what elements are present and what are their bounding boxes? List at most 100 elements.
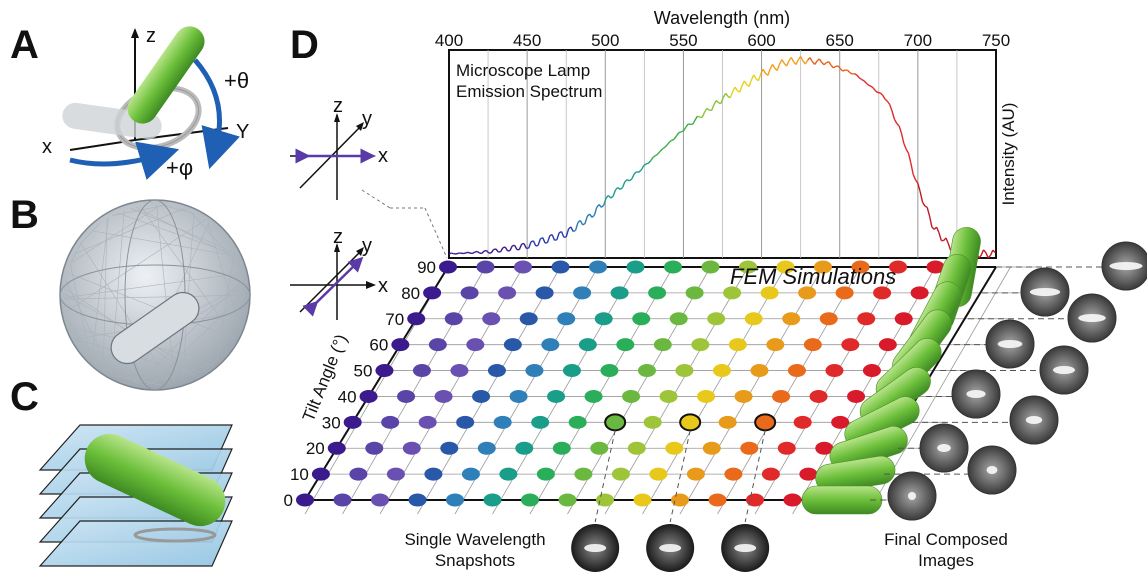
spectrum-line-segment	[757, 73, 762, 81]
spectrum-line-segment	[460, 252, 464, 255]
grid-dot	[675, 364, 694, 378]
spectrum-line-segment	[474, 250, 478, 253]
spectrum-line-segment	[935, 226, 940, 233]
spectrum-line-segment	[565, 228, 570, 238]
grid-dot	[873, 286, 892, 300]
spectrum-line-segment	[593, 207, 598, 216]
spectrum-line-segment	[732, 86, 736, 92]
small-axes-top	[290, 113, 376, 200]
spectrum-line-segment	[776, 63, 781, 71]
grid-dot	[622, 389, 641, 403]
spectrum-line-segment	[837, 65, 842, 70]
spectrum-line-segment	[886, 100, 891, 105]
grid-dot	[814, 260, 832, 274]
spectrum-line-segment	[748, 79, 753, 87]
spectrum-line-segment	[659, 148, 663, 152]
spectrum-line-segment	[928, 216, 933, 228]
grid-dot	[461, 467, 480, 481]
spectrum-line-segment	[647, 160, 652, 164]
spectrum-line-segment	[919, 191, 924, 203]
spectrum-line-segment	[884, 98, 888, 102]
grid-dot	[803, 338, 822, 352]
grid-dot	[391, 338, 410, 352]
spectrum-line-segment	[795, 59, 799, 65]
spectrum-line-segment	[785, 60, 790, 67]
grid-dot	[659, 389, 678, 403]
spectrum-line-segment	[574, 222, 579, 231]
grid-dot	[483, 493, 502, 507]
spectrum-line-segment	[668, 139, 673, 143]
spectrum-line-segment	[989, 249, 994, 256]
panel-c-planes	[38, 424, 233, 567]
grid-dot	[894, 312, 913, 326]
small-axes-top-z: z	[333, 95, 343, 117]
spectrum-line-segment	[769, 64, 774, 70]
tilt-tick-label: 40	[338, 387, 357, 406]
panel-label-d: D	[290, 23, 319, 67]
spectrum-line-segment	[701, 112, 706, 118]
spectrum-line-segment	[472, 251, 476, 255]
grid-dot	[590, 441, 609, 455]
grid-dot	[889, 260, 907, 274]
spectrum-line-segment	[830, 64, 834, 69]
grid-dot	[444, 312, 463, 326]
grid-dot	[746, 493, 764, 507]
spectrum-line-segment	[680, 130, 684, 133]
spectrum-line-segment	[905, 148, 910, 154]
spectrum-line-segment	[992, 249, 996, 254]
tilt-tick-label: 60	[369, 336, 388, 355]
grid-dot	[487, 364, 506, 378]
grid-dot	[798, 286, 817, 300]
grid-dot	[761, 467, 780, 481]
grid-dot	[296, 493, 314, 507]
grid-dot	[574, 467, 593, 481]
spectrum-line-segment	[982, 249, 987, 253]
spectrum-line-segment	[741, 80, 746, 86]
spectrum-xtick-label: 450	[513, 31, 541, 50]
spectrum-line-segment	[556, 232, 560, 241]
grid-dot	[712, 364, 731, 378]
spectrum-line-segment	[499, 247, 504, 253]
spectrum-line-segment	[582, 223, 586, 226]
grid-dot	[910, 286, 929, 300]
snapshots-caption-line1: Single Wavelength	[404, 530, 545, 549]
spectrum-line-segment	[879, 92, 884, 96]
grid-dot	[626, 260, 645, 274]
spectrum-line-segment	[530, 240, 534, 243]
grid-dot	[685, 286, 704, 300]
grid-dot	[365, 441, 384, 455]
grid-dot	[477, 441, 496, 455]
grid-dot	[669, 312, 688, 326]
snapshot-image-core	[734, 544, 757, 552]
tilt-tick-label: 20	[306, 439, 325, 458]
spectrum-line-segment	[678, 131, 682, 134]
spectrum-line-segment	[856, 74, 860, 79]
spectrum-line-segment	[631, 173, 635, 180]
grid-dot	[754, 413, 777, 432]
spectrum-line-segment	[537, 238, 542, 246]
spectrum-line-segment	[725, 92, 729, 97]
spectrum-line-segment	[523, 243, 527, 249]
spectrum-line-segment	[926, 207, 931, 217]
spectrum-line-segment	[924, 205, 928, 209]
spectrum-line-segment	[767, 68, 771, 76]
grid-dot	[776, 260, 795, 274]
grid-dot	[423, 286, 442, 300]
composed-image-core	[1053, 366, 1075, 374]
spectrum-line-segment	[591, 214, 595, 218]
small-axes-bottom	[290, 243, 376, 320]
grid-dot	[777, 441, 796, 455]
spectrum-line-segment	[694, 115, 699, 121]
grid-dot	[664, 260, 682, 274]
grid-dot	[562, 364, 581, 378]
grid-dot	[799, 467, 818, 481]
spectrum-line-segment	[833, 65, 837, 69]
grid-dot	[578, 338, 597, 352]
panel-label-a: A	[10, 23, 39, 67]
grid-dot	[349, 467, 368, 481]
grid-dot	[424, 467, 443, 481]
grid-dot	[783, 493, 802, 507]
grid-dot	[835, 286, 854, 300]
grid-dot	[708, 493, 727, 507]
